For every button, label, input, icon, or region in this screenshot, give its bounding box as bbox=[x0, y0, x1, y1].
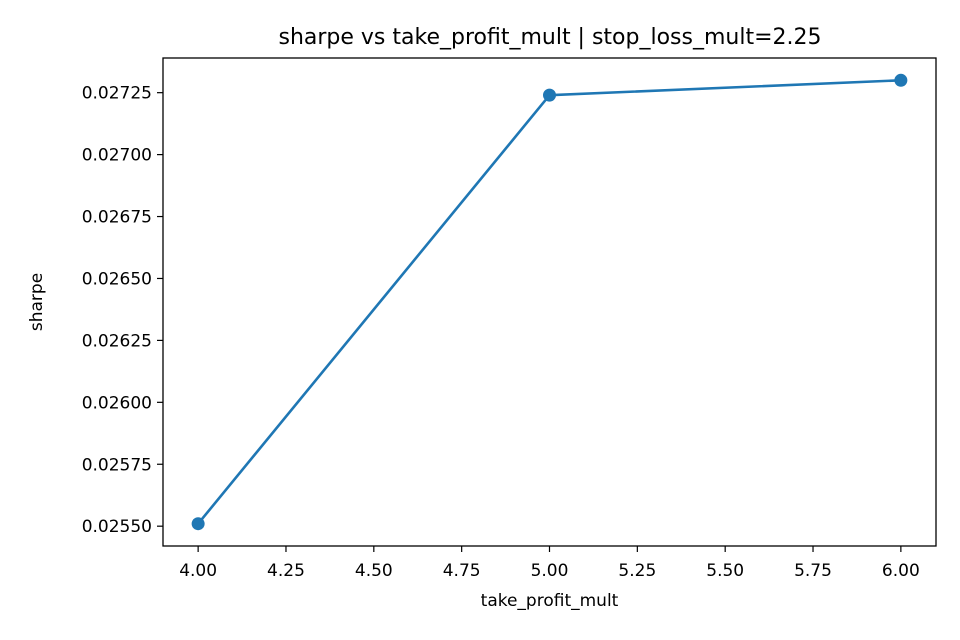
x-tick-label: 4.00 bbox=[179, 561, 217, 581]
axes-frame bbox=[162, 57, 937, 547]
data-point bbox=[191, 517, 205, 531]
x-tick-label: 4.50 bbox=[355, 561, 393, 581]
x-tick-label: 5.50 bbox=[706, 561, 744, 581]
x-axis-label: take_profit_mult bbox=[481, 591, 619, 611]
y-tick-label: 0.02650 bbox=[82, 269, 152, 289]
data-point bbox=[894, 73, 908, 87]
x-tick-label: 4.75 bbox=[443, 561, 481, 581]
x-tick-label: 5.00 bbox=[531, 561, 569, 581]
chart-title: sharpe vs take_profit_mult | stop_loss_m… bbox=[278, 25, 821, 50]
y-tick-label: 0.02625 bbox=[82, 331, 152, 351]
x-tick-label: 5.75 bbox=[794, 561, 832, 581]
x-tick-label: 4.25 bbox=[267, 561, 305, 581]
data-point bbox=[543, 88, 556, 102]
y-axis-label: sharpe bbox=[27, 273, 47, 331]
y-tick-label: 0.02550 bbox=[82, 517, 152, 537]
x-tick-label: 6.00 bbox=[882, 561, 920, 581]
y-tick-label: 0.02675 bbox=[82, 208, 152, 228]
y-tick-label: 0.02700 bbox=[82, 146, 152, 166]
x-tick-label: 5.25 bbox=[618, 561, 656, 581]
y-tick-label: 0.02575 bbox=[82, 455, 152, 475]
y-tick-label: 0.02725 bbox=[82, 84, 152, 104]
plot-area: 4.00 4.25 4.50 4.75 5.00 5.25 5.50 5.75 6.00 0.02… bbox=[82, 73, 920, 581]
y-tick-label: 0.02600 bbox=[82, 393, 152, 413]
